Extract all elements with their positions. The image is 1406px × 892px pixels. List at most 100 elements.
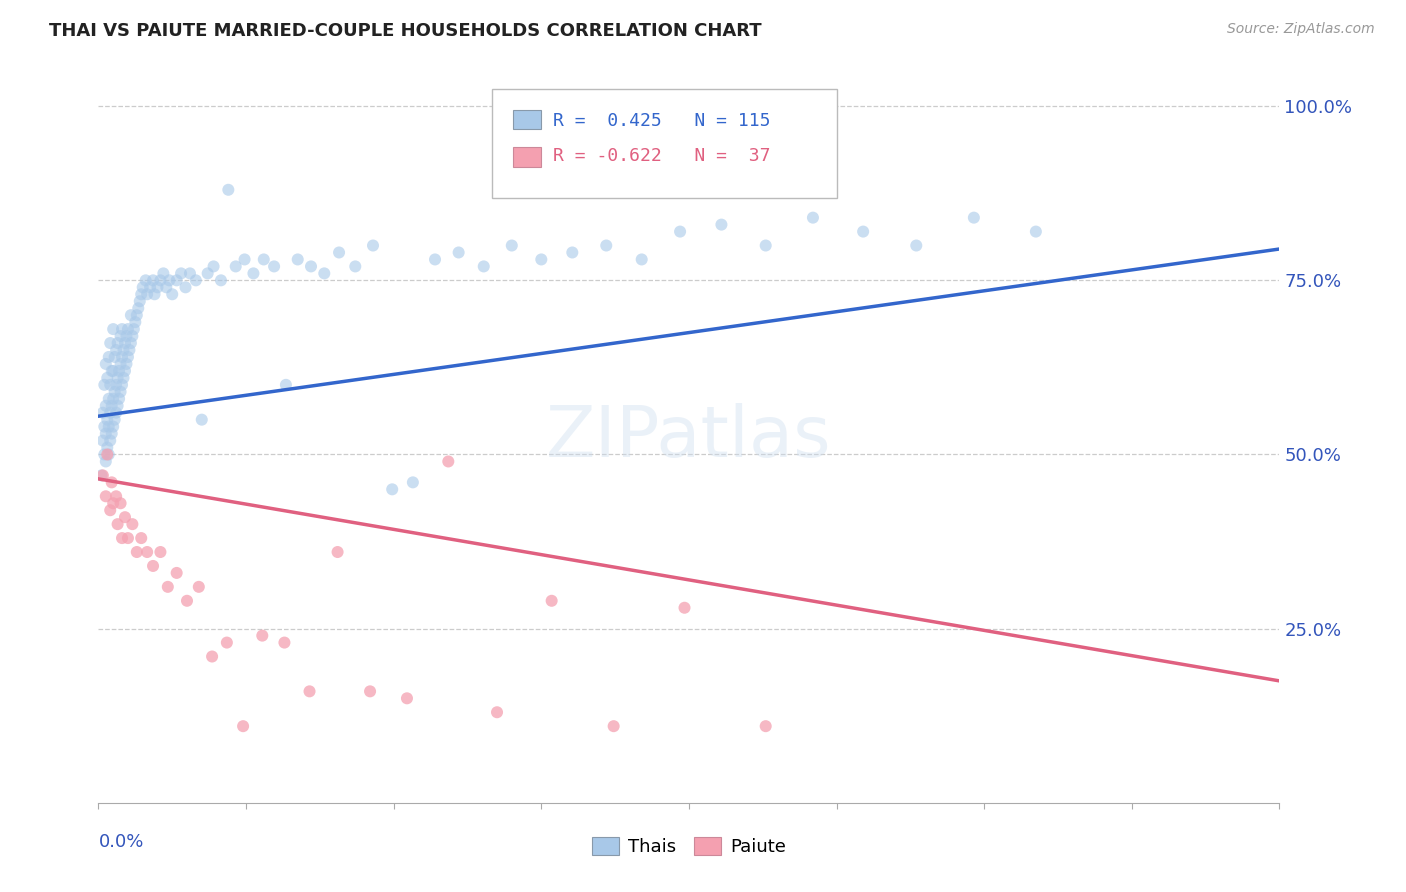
Point [98,434,121,448]
Point [595,238,617,252]
Point [437,454,460,468]
Point [107,399,129,413]
Point [242,266,264,280]
Point [263,260,285,274]
Point [100,475,122,490]
Point [170,266,193,280]
Point [1025,225,1047,239]
Point [121,517,143,532]
Point [118,343,141,357]
Point [108,364,131,378]
Point [233,252,256,267]
Point [801,211,824,225]
Point [673,600,696,615]
Text: 0.0%: 0.0% [98,833,143,851]
Point [103,364,125,378]
Point [117,322,139,336]
Point [402,475,425,490]
Point [103,496,125,510]
Point [669,225,692,239]
Point [287,252,309,267]
Point [117,531,139,545]
Point [252,629,274,643]
Point [125,308,148,322]
Point [107,336,129,351]
Point [91,406,114,420]
Point [299,260,322,274]
Point [129,531,152,545]
Point [501,238,523,252]
Point [103,419,125,434]
Point [361,238,384,252]
Point [105,377,128,392]
Point [905,238,928,252]
Point [197,266,219,280]
Point [710,218,733,232]
Point [122,322,145,336]
Point [191,412,214,426]
Point [104,412,127,426]
Point [486,705,509,719]
Point [110,329,132,343]
Point [94,399,117,413]
Point [111,350,134,364]
Point [111,377,134,392]
Point [110,384,132,399]
Point [124,315,146,329]
Point [215,635,238,649]
Point [143,287,166,301]
Point [602,719,624,733]
Point [117,350,139,364]
Point [93,448,115,462]
Point [100,426,122,441]
Text: R = -0.622   N =  37: R = -0.622 N = 37 [553,147,770,165]
Point [93,419,115,434]
Point [98,377,121,392]
Point [217,183,239,197]
Point [110,357,132,371]
Point [94,357,117,371]
Point [129,287,152,301]
Point [105,406,128,420]
Point [96,371,118,385]
Point [253,252,276,267]
Point [963,211,986,225]
Point [162,287,183,301]
Point [104,384,127,399]
Point [156,580,179,594]
Point [202,260,225,274]
Point [104,350,127,364]
Point [755,238,778,252]
Point [100,364,122,378]
Point [232,719,254,733]
Point [121,329,143,343]
Point [114,510,136,524]
Point [423,252,446,267]
Point [97,419,120,434]
Point [630,252,652,267]
Point [142,273,165,287]
Point [314,266,336,280]
Point [93,377,115,392]
Point [120,308,142,322]
Point [852,225,875,239]
Point [209,273,232,287]
Point [561,245,583,260]
Point [273,635,295,649]
Point [225,260,247,274]
Point [166,566,188,580]
Point [96,412,118,426]
Point [120,336,142,351]
Point [176,594,198,608]
Point [100,399,122,413]
Point [381,483,404,497]
Point [112,371,135,385]
Text: Source: ZipAtlas.com: Source: ZipAtlas.com [1227,22,1375,37]
Point [174,280,197,294]
Point [395,691,418,706]
Point [112,343,135,357]
Point [115,329,138,343]
Point [115,357,138,371]
Point [149,273,172,287]
Point [91,434,114,448]
